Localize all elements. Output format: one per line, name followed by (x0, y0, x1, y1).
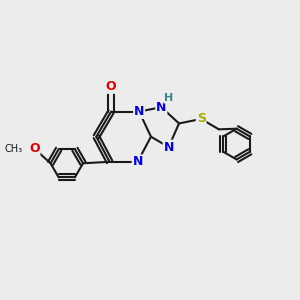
Text: N: N (164, 140, 174, 154)
Text: N: N (134, 105, 144, 118)
Text: N: N (156, 101, 166, 114)
Text: N: N (133, 155, 143, 168)
Text: O: O (29, 142, 40, 155)
Text: CH₃: CH₃ (5, 143, 23, 154)
Text: O: O (106, 80, 116, 93)
Text: H: H (164, 93, 173, 103)
Text: S: S (197, 112, 206, 125)
